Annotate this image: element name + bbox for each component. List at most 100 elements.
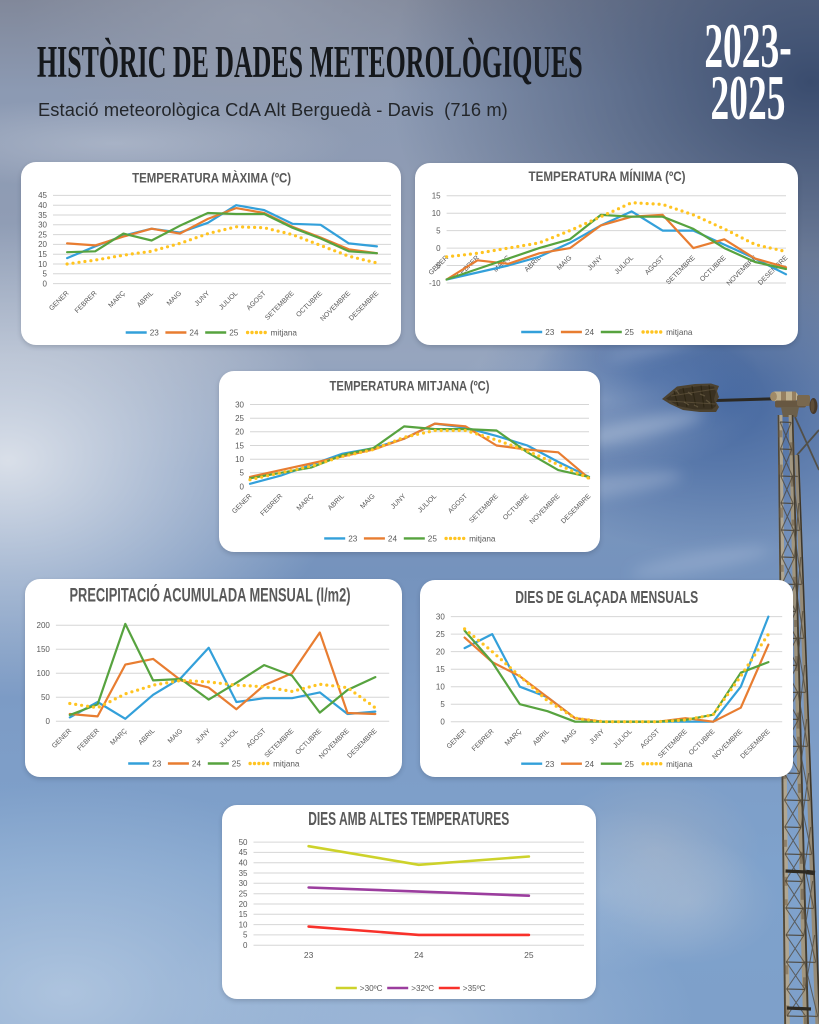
svg-text:SETEMBRE: SETEMBRE: [468, 493, 500, 525]
svg-text:150: 150: [37, 645, 51, 654]
svg-text:JULIOL: JULIOL: [218, 728, 240, 750]
svg-text:JULIOL: JULIOL: [417, 493, 439, 515]
svg-text:23: 23: [545, 760, 555, 769]
svg-text:25: 25: [524, 950, 534, 960]
svg-text:10: 10: [235, 455, 244, 464]
svg-text:0: 0: [436, 244, 441, 253]
svg-text:GENER: GENER: [231, 493, 253, 515]
svg-text:5: 5: [243, 931, 248, 940]
svg-text:SETEMBRE: SETEMBRE: [665, 254, 697, 286]
svg-text:24: 24: [585, 328, 595, 337]
svg-text:25: 25: [38, 230, 47, 239]
svg-text:NOVEMBRE: NOVEMBRE: [529, 493, 562, 526]
svg-text:0: 0: [243, 941, 248, 950]
svg-text:20: 20: [239, 900, 248, 909]
svg-text:AGOST: AGOST: [246, 290, 269, 313]
svg-text:-10: -10: [429, 279, 441, 288]
svg-text:30: 30: [239, 879, 248, 888]
svg-text:23: 23: [152, 760, 162, 769]
svg-text:GENER: GENER: [51, 728, 73, 750]
svg-text:23: 23: [348, 535, 358, 544]
svg-text:mitjana: mitjana: [666, 328, 693, 337]
svg-text:TEMPERATURA MITJANA (ºC): TEMPERATURA MITJANA (ºC): [330, 377, 490, 393]
svg-text:15: 15: [38, 250, 47, 259]
svg-text:0: 0: [45, 717, 50, 726]
svg-text:30: 30: [38, 221, 47, 230]
svg-text:24: 24: [189, 329, 199, 338]
svg-text:GENER: GENER: [48, 290, 70, 312]
svg-text:OCTUBRE: OCTUBRE: [502, 493, 531, 522]
svg-text:25: 25: [232, 760, 242, 769]
svg-text:MARÇ: MARÇ: [296, 493, 315, 512]
svg-text:40: 40: [38, 201, 47, 210]
svg-text:MARÇ: MARÇ: [504, 728, 523, 747]
svg-text:FEBRER: FEBRER: [471, 728, 496, 753]
svg-text:45: 45: [38, 191, 47, 200]
svg-text:DIES AMB ALTES TEMPERATURES: DIES AMB ALTES TEMPERATURES: [308, 809, 509, 829]
svg-text:MARÇ: MARÇ: [108, 290, 127, 309]
svg-text:NOVEMBRE: NOVEMBRE: [726, 254, 759, 287]
svg-text:5: 5: [240, 469, 245, 478]
svg-text:PRECIPITACIÓ ACUMULADA MENSUA: PRECIPITACIÓ ACUMULADA MENSUAL (l/m2): [70, 585, 351, 607]
svg-text:MARÇ: MARÇ: [109, 728, 128, 747]
svg-text:JUNY: JUNY: [390, 493, 408, 511]
svg-text:25: 25: [428, 535, 438, 544]
svg-text:20: 20: [436, 647, 445, 656]
svg-text:0: 0: [43, 279, 48, 288]
svg-text:OCTUBRE: OCTUBRE: [295, 290, 324, 319]
svg-text:FEBRER: FEBRER: [74, 290, 99, 315]
svg-text:25: 25: [625, 328, 635, 337]
svg-text:5: 5: [436, 226, 441, 235]
svg-text:ABRIL: ABRIL: [327, 493, 346, 512]
svg-text:45: 45: [239, 848, 248, 857]
svg-text:23: 23: [545, 328, 555, 337]
svg-text:30: 30: [436, 612, 445, 621]
svg-text:20: 20: [38, 240, 47, 249]
svg-text:ABRIL: ABRIL: [137, 728, 156, 747]
svg-text:MAIG: MAIG: [556, 255, 573, 272]
svg-text:24: 24: [414, 950, 424, 960]
svg-text:15: 15: [432, 192, 441, 201]
svg-text:15: 15: [239, 910, 248, 919]
svg-text:30: 30: [235, 400, 244, 409]
svg-text:SETEMBRE: SETEMBRE: [264, 727, 296, 759]
svg-text:mitjana: mitjana: [273, 760, 300, 769]
svg-text:ABRIL: ABRIL: [136, 290, 155, 309]
svg-text:25: 25: [625, 760, 635, 769]
svg-text:25: 25: [235, 414, 244, 423]
svg-text:MAIG: MAIG: [166, 290, 183, 307]
svg-text:JUNY: JUNY: [194, 290, 212, 308]
svg-text:24: 24: [388, 535, 398, 544]
svg-text:20: 20: [235, 428, 244, 437]
svg-text:OCTUBRE: OCTUBRE: [688, 728, 717, 757]
svg-text:>32ºC: >32ºC: [411, 984, 434, 993]
svg-text:25: 25: [229, 329, 239, 338]
svg-text:24: 24: [192, 760, 202, 769]
svg-text:10: 10: [239, 920, 248, 929]
svg-text:0: 0: [440, 718, 445, 727]
svg-text:JUNY: JUNY: [587, 254, 605, 272]
svg-text:AGOST: AGOST: [639, 728, 662, 751]
svg-text:SETEMBRE: SETEMBRE: [657, 728, 689, 760]
svg-text:40: 40: [239, 859, 248, 868]
svg-text:JULIOL: JULIOL: [612, 728, 634, 750]
svg-text:100: 100: [37, 669, 51, 678]
svg-text:TEMPERATURA MÍNIMA (ºC): TEMPERATURA MÍNIMA (ºC): [529, 168, 686, 184]
svg-text:10: 10: [38, 260, 47, 269]
svg-text:>35ºC: >35ºC: [463, 984, 486, 993]
svg-text:50: 50: [239, 838, 248, 847]
svg-text:DESEMBRE: DESEMBRE: [346, 727, 379, 760]
svg-text:JULIOL: JULIOL: [218, 290, 240, 312]
svg-text:35: 35: [239, 869, 248, 878]
svg-text:JUNY: JUNY: [194, 727, 212, 745]
svg-text:35: 35: [38, 211, 47, 220]
svg-text:OCTUBRE: OCTUBRE: [699, 254, 728, 283]
svg-text:23: 23: [150, 329, 160, 338]
svg-text:15: 15: [235, 441, 244, 450]
svg-text:DESEMBRE: DESEMBRE: [560, 493, 593, 526]
svg-text:5: 5: [440, 700, 445, 709]
svg-text:GENER: GENER: [446, 728, 468, 750]
svg-text:FEBRER: FEBRER: [259, 493, 284, 518]
svg-text:DESEMBRE: DESEMBRE: [757, 254, 790, 287]
svg-text:SETEMBRE: SETEMBRE: [264, 290, 296, 322]
